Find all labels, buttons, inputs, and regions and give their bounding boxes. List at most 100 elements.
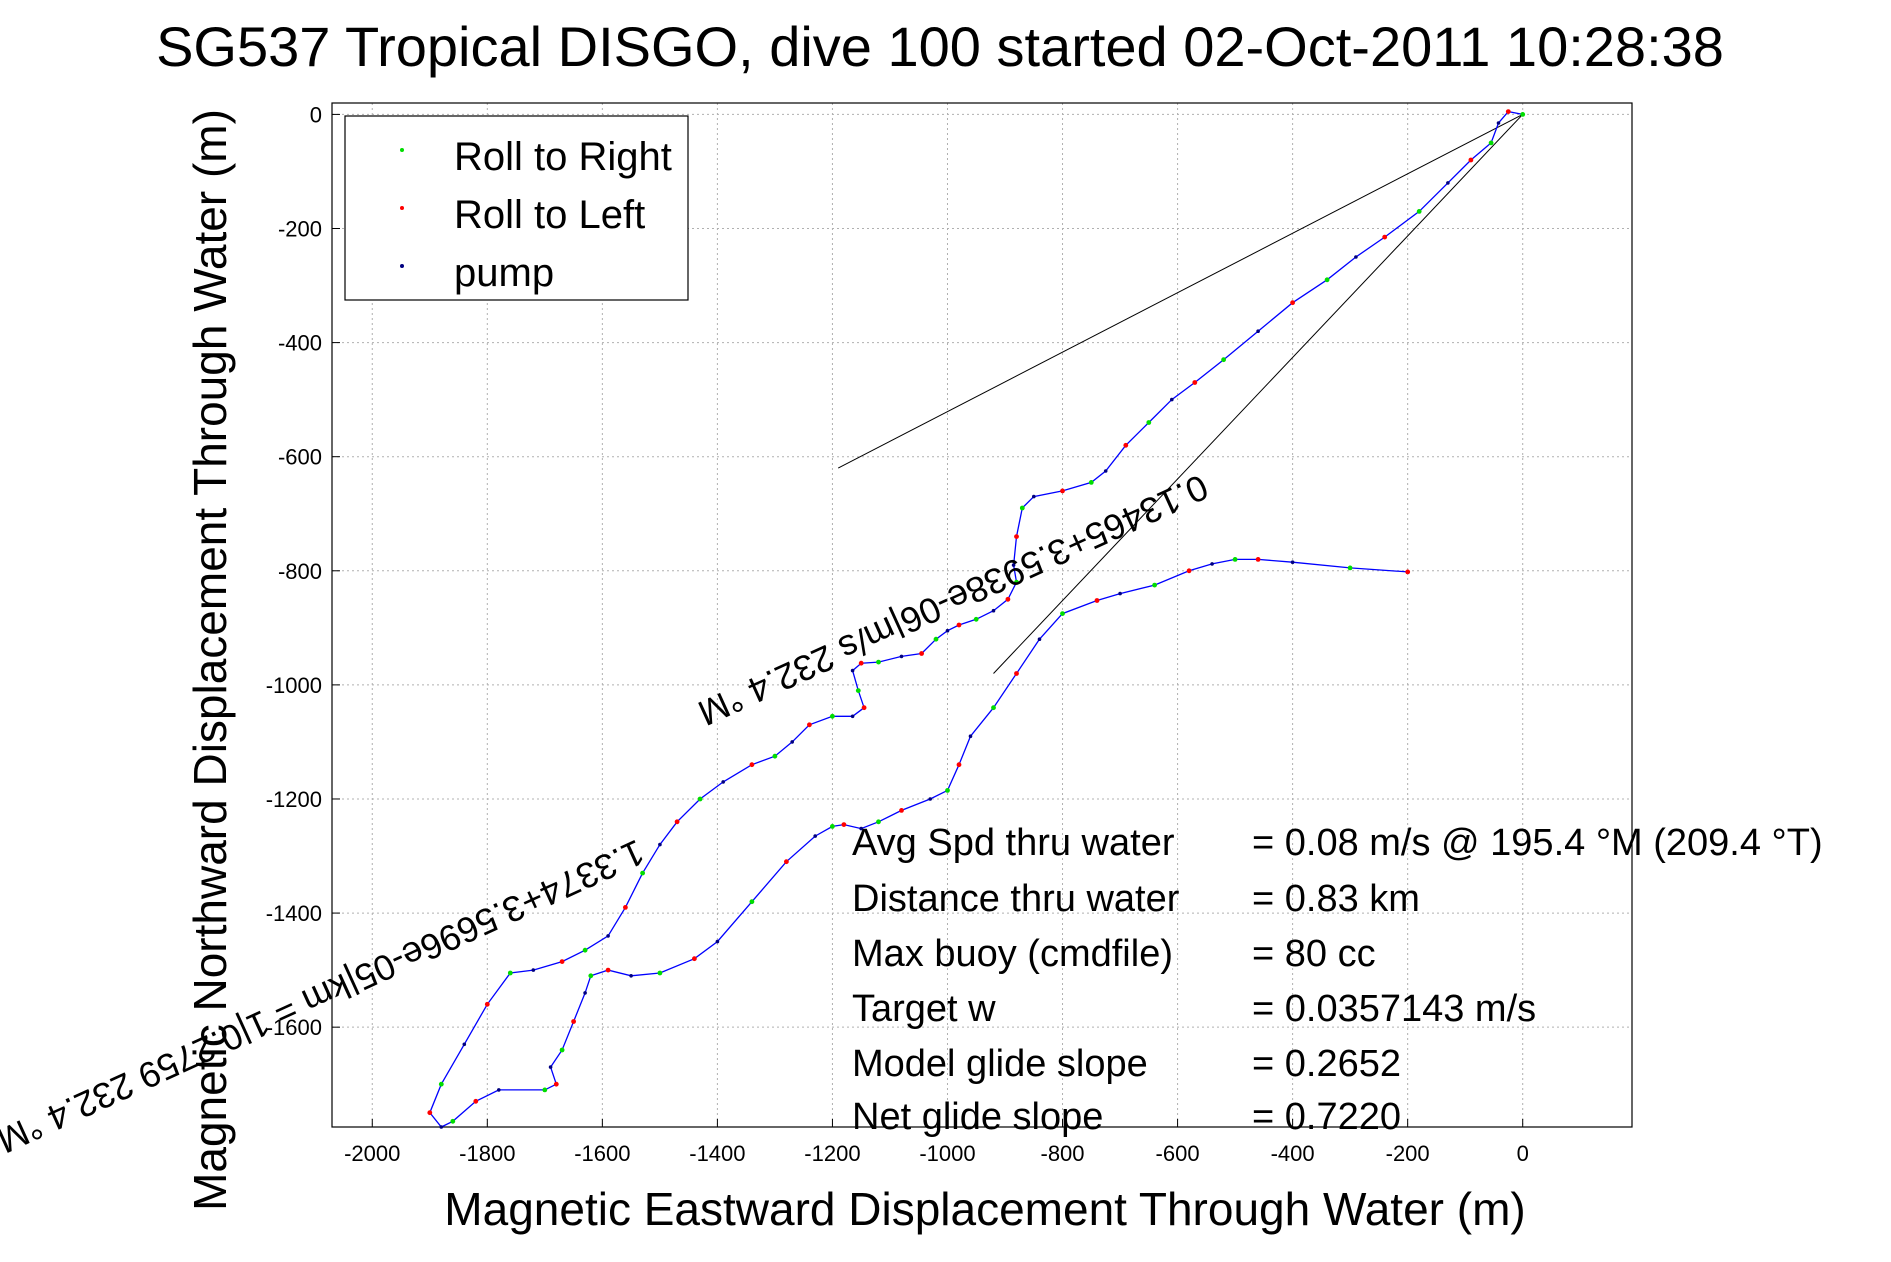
roll-right-point — [830, 824, 835, 829]
pump-point — [859, 826, 863, 831]
roll-left-point — [553, 1081, 559, 1087]
roll-right-point — [1060, 611, 1065, 616]
summary-value-avg-speed: = 0.08 m/s @ 195.4 °M (209.4 °T) — [1252, 822, 1823, 864]
roll-right-point — [1088, 480, 1094, 485]
roll-right-point — [945, 788, 950, 793]
roll-left-point — [861, 705, 867, 711]
pump-point — [850, 668, 855, 673]
roll-left-point — [427, 1110, 433, 1116]
fit-line-label: 1.3374+3.5696e-05|km = 1|0.2759 232.4 °M — [0, 832, 651, 1162]
summary-label-max-buoy: Max buoy (cmdfile) — [852, 933, 1173, 975]
x-tick-label: -800 — [1041, 1141, 1085, 1166]
roll-left-point — [1123, 442, 1129, 448]
chart-title: SG537 Tropical DISGO, dive 100 started 0… — [156, 15, 1724, 78]
x-axis-label: Magnetic Eastward Displacement Through W… — [444, 1183, 1525, 1235]
roll-left-point — [484, 1001, 490, 1007]
pump-point — [629, 974, 633, 978]
pump-point — [928, 797, 932, 801]
pump-point — [813, 834, 817, 838]
roll-right-point — [1152, 582, 1157, 588]
pump-point — [1354, 255, 1358, 259]
roll-left-point — [899, 808, 904, 813]
y-tick-label: -1000 — [266, 673, 322, 698]
roll-left-point — [1060, 488, 1065, 494]
axes-box — [331, 102, 1633, 1128]
roll-right-point — [1019, 505, 1025, 511]
roll-right-point — [582, 947, 588, 953]
pump-point — [531, 968, 536, 972]
pump-point — [606, 934, 610, 938]
roll-left-point — [1186, 568, 1192, 574]
roll-right-point — [830, 713, 835, 719]
roll-left-point — [1014, 534, 1019, 539]
roll-right-point — [876, 659, 881, 665]
pump-point — [945, 628, 950, 633]
roll-right-point — [772, 753, 778, 759]
roll-left-point — [784, 859, 789, 865]
pump-point — [1290, 560, 1295, 564]
pump-point — [715, 939, 720, 944]
y-axis-label: Magnetic Northward Displacement Through … — [184, 109, 236, 1211]
roll-right-point — [559, 1047, 565, 1053]
roll-left-point — [956, 622, 962, 628]
summary-value-distance: = 0.83 km — [1252, 878, 1420, 920]
roll-left-point — [1094, 598, 1100, 603]
pump-point — [1118, 591, 1122, 596]
legend-marker-roll-left — [400, 206, 404, 210]
fit-line-label: 0.13465+3.5938e-06|m/s 232.4 °M — [692, 467, 1214, 735]
pump-point — [991, 608, 996, 613]
x-tick-label: -400 — [1271, 1141, 1315, 1166]
summary-value-target-w: = 0.0357143 m/s — [1252, 988, 1536, 1030]
roll-left-point — [858, 660, 864, 666]
roll-right-point — [749, 899, 755, 905]
y-tick-label: -1600 — [266, 1015, 322, 1040]
summary-label-avg-speed: Avg Spd thru water — [852, 822, 1175, 864]
roll-right-point — [657, 970, 663, 976]
roll-right-point — [991, 705, 996, 711]
roll-right-point — [1488, 140, 1494, 146]
roll-left-point — [674, 819, 680, 825]
y-tick-label: -800 — [278, 559, 322, 584]
pump-point — [790, 740, 794, 744]
roll-left-point — [571, 1019, 576, 1024]
y-tick-label: -1400 — [266, 901, 322, 926]
tick-labels: -2000 -1800 -1600 -1400 -1200 -1000 -800 -600 -4… — [266, 102, 1529, 1166]
roll-right-point — [1520, 112, 1526, 117]
pump-point — [548, 1065, 553, 1069]
roll-right-point — [450, 1118, 456, 1124]
roll-left-point — [841, 822, 847, 827]
pump-point — [1032, 494, 1036, 499]
roll-right-point — [1014, 579, 1019, 585]
x-tick-label: 0 — [1517, 1141, 1529, 1166]
roll-left-point — [1255, 557, 1261, 562]
roll-right-point — [640, 870, 645, 876]
roll-left-point — [605, 967, 611, 973]
y-tick-label: -200 — [278, 217, 322, 242]
roll-right-point — [588, 973, 594, 979]
pump-point — [1496, 121, 1501, 125]
y-tick-label: -400 — [278, 331, 322, 356]
summary-label-model-glide: Model glide slope — [852, 1043, 1148, 1085]
grid — [332, 103, 1632, 1127]
roll-left-point — [1382, 234, 1388, 240]
roll-right-point — [876, 819, 881, 825]
x-tick-label: -1200 — [804, 1141, 860, 1166]
roll-left-point — [1005, 596, 1011, 602]
pump-point — [583, 991, 587, 995]
pump-point — [497, 1088, 501, 1092]
roll-left-point — [692, 956, 697, 962]
roll-left-point — [1192, 380, 1198, 385]
roll-left-point — [1014, 671, 1019, 676]
x-tick-label: -200 — [1386, 1141, 1430, 1166]
roll-left-point — [1405, 569, 1411, 575]
pump-point — [462, 1042, 467, 1047]
pump-point — [721, 780, 725, 784]
roll-left-point — [749, 762, 755, 768]
pump-point — [658, 842, 662, 847]
roll-right-point — [1416, 209, 1422, 214]
legend: Roll to Right Roll to Left pump — [344, 115, 689, 301]
roll-right-point — [1221, 357, 1226, 363]
pump-point — [1446, 181, 1450, 185]
roll-right-point — [697, 796, 703, 802]
x-tick-label: -1000 — [919, 1141, 975, 1166]
